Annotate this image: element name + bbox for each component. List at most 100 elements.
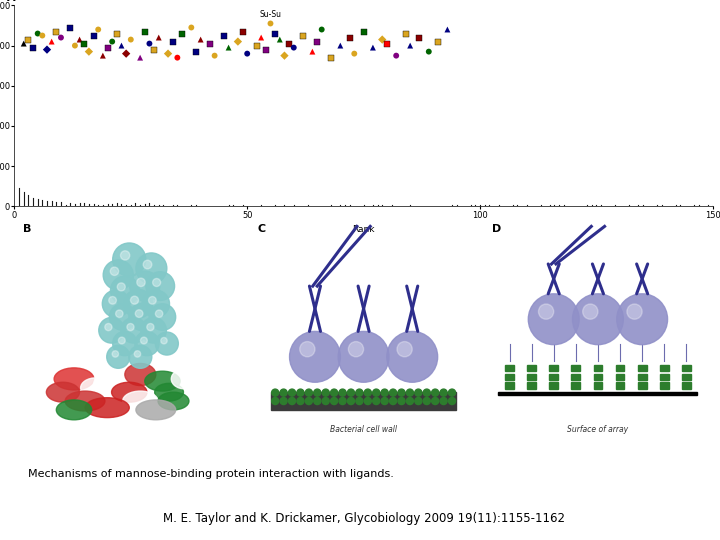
Circle shape [415,397,422,404]
Circle shape [356,397,363,404]
Circle shape [136,253,167,284]
Circle shape [289,397,295,404]
Circle shape [149,304,176,330]
Circle shape [121,318,146,343]
Point [125,35,137,44]
Circle shape [117,283,125,291]
Point [344,33,356,42]
Circle shape [142,290,169,318]
Circle shape [280,389,287,396]
Ellipse shape [85,398,130,417]
Circle shape [449,389,456,396]
Ellipse shape [66,391,105,411]
Point [209,51,220,60]
Bar [593,374,603,380]
Circle shape [120,251,130,260]
Bar [593,382,603,389]
Text: Mechanisms of mannose-binding protein interaction with ligands.: Mechanisms of mannose-binding protein in… [28,469,395,478]
Ellipse shape [54,368,94,390]
Bar [549,365,558,372]
Circle shape [127,323,134,330]
Circle shape [390,389,397,396]
Circle shape [364,389,372,396]
Point [441,25,453,34]
Circle shape [156,332,179,355]
Point [92,25,104,34]
Point [381,39,392,48]
Text: M. E. Taylor and K. Drickamer, Glycobiology 2009 19(11):1155-1162: M. E. Taylor and K. Drickamer, Glycobiol… [163,512,564,525]
Circle shape [156,310,163,318]
Bar [572,374,580,380]
Bar [682,365,690,372]
Point [274,35,286,44]
Circle shape [432,397,438,404]
Circle shape [153,279,161,287]
Circle shape [113,243,146,276]
Point [83,48,94,56]
Point [171,53,183,62]
Circle shape [102,290,130,318]
Point [325,53,337,62]
Circle shape [124,289,153,318]
Point [307,48,318,56]
Circle shape [300,342,315,357]
Circle shape [348,342,364,357]
Circle shape [105,323,112,330]
Text: B: B [23,224,32,234]
Bar [549,382,558,389]
Point [144,39,156,48]
Point [167,37,179,46]
Circle shape [141,318,166,343]
Point [46,37,58,46]
Circle shape [348,389,354,396]
Bar [660,382,669,389]
Point [186,23,197,32]
Circle shape [148,296,156,304]
Ellipse shape [112,382,147,402]
Circle shape [135,332,159,356]
Ellipse shape [46,382,79,402]
Text: Surface of array: Surface of array [567,425,629,434]
Ellipse shape [136,400,176,420]
Bar [682,374,690,380]
Circle shape [161,338,167,344]
Point [297,31,309,40]
Circle shape [305,389,312,396]
Point [367,43,379,52]
Circle shape [99,318,125,343]
Point [139,27,150,36]
Bar [616,374,624,380]
Circle shape [289,332,341,382]
Ellipse shape [171,369,198,389]
X-axis label: Rank: Rank [352,225,375,234]
Point [405,41,416,50]
Point [195,35,207,44]
Point [153,33,164,42]
Bar [498,392,698,395]
Text: D: D [492,224,501,234]
Circle shape [339,389,346,396]
Circle shape [449,397,456,404]
Circle shape [289,389,295,396]
Bar [527,382,536,389]
Text: A: A [7,0,16,3]
Circle shape [397,342,413,357]
Point [116,41,127,50]
Bar [616,365,624,372]
Point [78,39,90,48]
Ellipse shape [145,371,180,391]
Circle shape [322,397,329,404]
Circle shape [135,310,143,318]
Point [348,49,360,58]
Bar [572,382,580,389]
Circle shape [103,260,133,290]
Circle shape [381,397,388,404]
Point [269,29,281,38]
Bar [527,374,536,380]
Circle shape [423,389,431,396]
Point [190,48,202,56]
Point [432,37,444,46]
Point [176,29,188,38]
Circle shape [373,397,379,404]
Circle shape [297,397,304,404]
